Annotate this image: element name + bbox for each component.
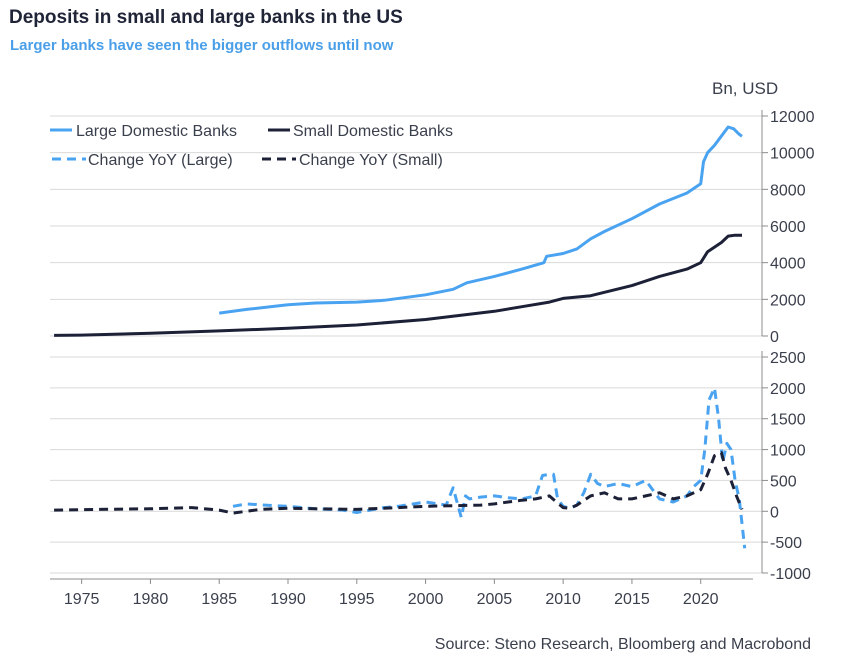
legend: Large Domestic Banks Small Domestic Bank…: [50, 123, 453, 169]
chart-title: Deposits in small and large banks in the…: [9, 7, 403, 28]
series-line-small-deposits: [54, 233, 742, 337]
chart-subtitle: Larger banks have seen the bigger outflo…: [10, 37, 394, 54]
x-tick-label: 1990: [270, 591, 306, 608]
series-line-large-deposits: [218, 125, 743, 315]
y-tick-label-bottom: 2500: [770, 350, 806, 367]
series-line-change-yoy-small: [54, 451, 744, 515]
legend-label-change-large: Change YoY (Large): [88, 152, 233, 169]
y-tick-label-top: 0: [770, 329, 779, 346]
x-tick-label: 2020: [683, 591, 719, 608]
source-note: Source: Steno Research, Bloomberg and Ma…: [434, 636, 811, 653]
y-tick-label-top: 12000: [770, 109, 815, 126]
y-tick-label-bottom: 500: [770, 473, 797, 490]
x-tick-label: 1975: [64, 591, 100, 608]
y-tick-label-bottom: -500: [770, 535, 802, 552]
series-line-change-yoy-large: [232, 386, 747, 549]
x-tick-label: 2005: [477, 591, 513, 608]
x-tick-label: 2000: [408, 591, 444, 608]
unit-label: Bn, USD: [712, 79, 778, 98]
legend-label-small: Small Domestic Banks: [293, 123, 453, 140]
y-tick-label-top: 2000: [770, 292, 806, 309]
y-tick-label-bottom: 2000: [770, 381, 806, 398]
x-tick-label: 1980: [133, 591, 169, 608]
x-tick-label: 1985: [201, 591, 237, 608]
x-tick-label: 2015: [614, 591, 650, 608]
y-tick-label-top: 6000: [770, 219, 806, 236]
y-tick-label-top: 10000: [770, 146, 815, 163]
x-tick-label: 1995: [339, 591, 375, 608]
axis-layer: 0 2000 4000 6000 8000 10000 12000 -1000 -500 0 500…: [50, 109, 815, 608]
y-tick-label-top: 4000: [770, 256, 806, 273]
y-tick-label-bottom: 1500: [770, 412, 806, 429]
grid-layer: [50, 115, 762, 574]
x-tick-label: 2010: [545, 591, 581, 608]
y-tick-label-bottom: 0: [770, 504, 779, 521]
series-layer: [54, 125, 747, 549]
y-tick-label-bottom: 1000: [770, 443, 806, 460]
legend-label-change-small: Change YoY (Small): [299, 152, 443, 169]
legend-label-large: Large Domestic Banks: [76, 123, 237, 140]
y-tick-label-top: 8000: [770, 182, 806, 199]
y-tick-label-bottom: -1000: [770, 566, 811, 583]
